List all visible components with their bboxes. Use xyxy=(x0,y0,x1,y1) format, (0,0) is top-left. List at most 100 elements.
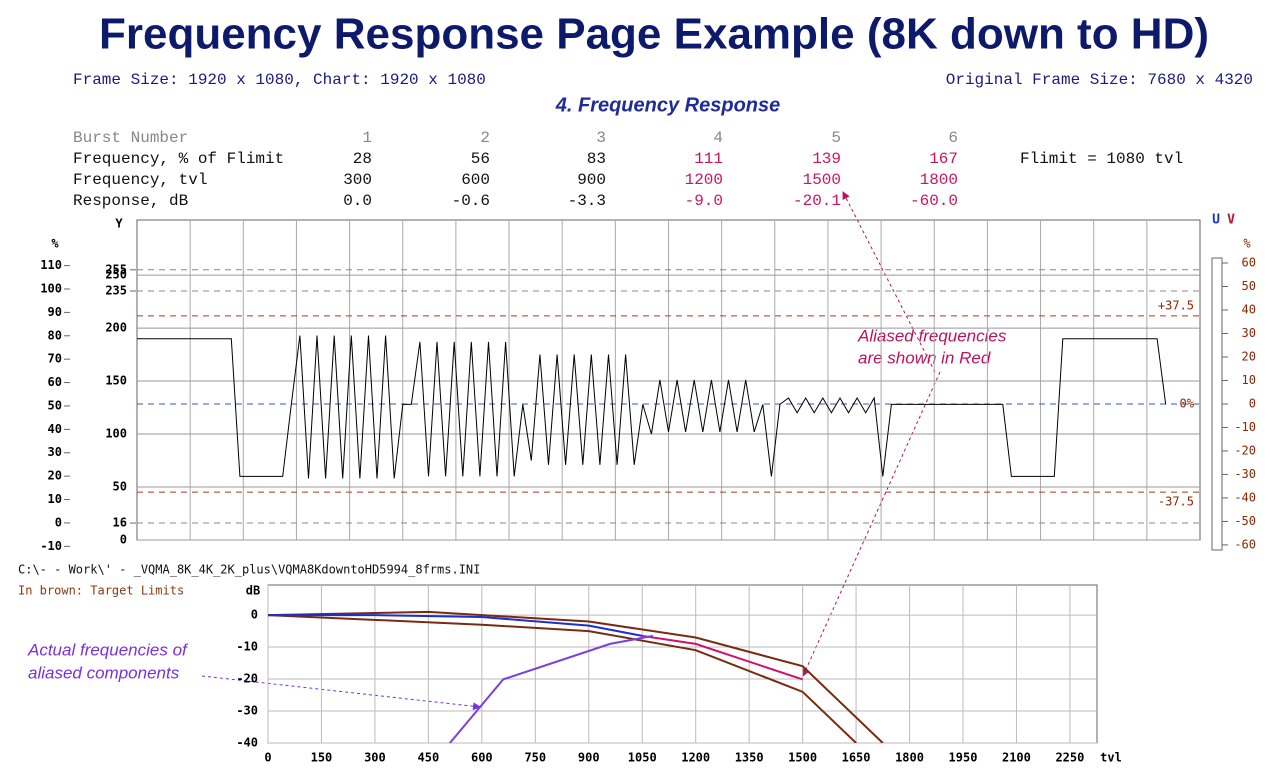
y3-tick-label: 50 xyxy=(48,398,62,412)
table-cell: -9.0 xyxy=(685,192,723,210)
table-cell: Frequency, tvl xyxy=(73,171,207,189)
x-tick-label: 0 xyxy=(264,751,271,765)
table-cell: 900 xyxy=(577,171,606,189)
y3-tick-label: 100 xyxy=(40,282,62,296)
section-title: 4. Frequency Response xyxy=(555,94,781,116)
y-tick-label: 200 xyxy=(105,321,127,335)
table-header: 4 xyxy=(713,129,723,147)
y2-tick-label: -60 xyxy=(1234,537,1256,551)
y-tick-label: 16 xyxy=(113,516,127,530)
annotation: Actual frequencies of xyxy=(27,640,189,659)
y3-tick-label: 80 xyxy=(48,328,62,342)
y2-tick-label: -30 xyxy=(1234,467,1256,481)
limits-note: In brown: Target Limits xyxy=(18,584,184,598)
table-cell: -0.6 xyxy=(452,192,490,210)
y3-tick-label: -10 xyxy=(40,539,62,553)
y3-tick-label: 110 xyxy=(40,258,62,272)
reference-label: -37.5 xyxy=(1158,495,1194,509)
x-tick-label: 300 xyxy=(364,751,386,765)
table-cell: 111 xyxy=(694,150,723,168)
table-cell: -60.0 xyxy=(910,192,958,210)
annotation-arrow xyxy=(201,675,481,711)
y3-tick-label: 10 xyxy=(48,492,62,506)
y-tick-label: 100 xyxy=(105,427,127,441)
table-cell: 1500 xyxy=(803,171,841,189)
table-header: 5 xyxy=(831,129,841,147)
table-cell: Frequency, % of Flimit xyxy=(73,150,284,168)
y2-tick-label: 60 xyxy=(1242,255,1256,269)
y3-tick-label: 20 xyxy=(48,469,62,483)
table-cell: 56 xyxy=(471,150,490,168)
y2-axis-label: % xyxy=(1243,237,1251,251)
x-tick-label: 2100 xyxy=(1002,751,1031,765)
y2-axis-box xyxy=(1211,257,1223,551)
y-axis-label: dB xyxy=(246,584,260,598)
y2-tick-label: -40 xyxy=(1234,490,1256,504)
table-header: Burst Number xyxy=(73,129,188,147)
y-tick-label: -40 xyxy=(236,736,258,750)
y-tick-label: 235 xyxy=(105,283,127,297)
table-cell: 300 xyxy=(343,171,372,189)
x-tick-label: 1800 xyxy=(895,751,924,765)
table-header: 1 xyxy=(362,129,372,147)
page-title: Frequency Response Page Example (8K down… xyxy=(99,10,1209,59)
table-cell: -20.1 xyxy=(793,192,841,210)
y2-tick-label: -10 xyxy=(1234,420,1256,434)
y3-tick-label: 70 xyxy=(48,352,62,366)
u-label: U xyxy=(1212,213,1220,228)
y2-tick-label: 30 xyxy=(1242,326,1256,340)
annotation: are shown in Red xyxy=(858,348,991,367)
table-header: 2 xyxy=(480,129,490,147)
y3-tick-label: 30 xyxy=(48,445,62,459)
y-tick-label: 50 xyxy=(113,480,127,494)
x-tick-label: 900 xyxy=(578,751,600,765)
frame-size: Frame Size: 1920 x 1080, Chart: 1920 x 1… xyxy=(73,71,486,89)
annotation: Aliased frequencies xyxy=(857,326,1007,345)
y3-tick-label: 60 xyxy=(48,375,62,389)
y-tick-label: 255 xyxy=(105,262,127,276)
y-tick-label: -30 xyxy=(236,704,258,718)
y-tick-label: -10 xyxy=(236,640,258,654)
x-axis-label: tvl xyxy=(1100,751,1122,765)
series-line xyxy=(268,614,857,743)
plot-frame xyxy=(267,584,1098,744)
series-line xyxy=(642,634,803,681)
y2-tick-label: 10 xyxy=(1242,373,1256,387)
x-tick-label: 1350 xyxy=(735,751,764,765)
series-line xyxy=(268,610,884,743)
v-label: V xyxy=(1227,213,1235,228)
y3-tick-label: 90 xyxy=(48,305,62,319)
y2-tick-label: 50 xyxy=(1242,279,1256,293)
x-tick-label: 2250 xyxy=(1055,751,1084,765)
y3-axis-label: % xyxy=(51,237,59,251)
y3-tick-label: 40 xyxy=(48,422,62,436)
series-line xyxy=(268,614,643,637)
x-tick-label: 1200 xyxy=(681,751,710,765)
y-tick-label: 0 xyxy=(120,533,127,547)
y3-tick-label: 0 xyxy=(55,515,62,529)
table-cell: 139 xyxy=(812,150,841,168)
table-cell: 28 xyxy=(353,150,372,168)
series-line xyxy=(448,634,654,743)
x-tick-label: 600 xyxy=(471,751,493,765)
y2-tick-label: -20 xyxy=(1234,443,1256,457)
table-cell: 1200 xyxy=(685,171,723,189)
table-cell: 0.0 xyxy=(343,192,372,210)
y2-tick-label: 40 xyxy=(1242,302,1256,316)
x-tick-label: 150 xyxy=(311,751,333,765)
y-tick-label: -20 xyxy=(236,672,258,686)
x-tick-label: 1650 xyxy=(842,751,871,765)
x-tick-label: 450 xyxy=(418,751,440,765)
table-header: 3 xyxy=(596,129,606,147)
table-cell: 600 xyxy=(461,171,490,189)
x-tick-label: 1950 xyxy=(949,751,978,765)
annotation-arrow xyxy=(842,191,936,373)
y-axis-label: Y xyxy=(115,217,123,231)
reference-label: 0% xyxy=(1180,396,1195,410)
table-header: 6 xyxy=(948,129,958,147)
x-tick-label: 1050 xyxy=(628,751,657,765)
y-tick-label: 250 xyxy=(105,268,127,282)
table-cell: -3.3 xyxy=(568,192,606,210)
table-cell: Response, dB xyxy=(73,192,188,210)
